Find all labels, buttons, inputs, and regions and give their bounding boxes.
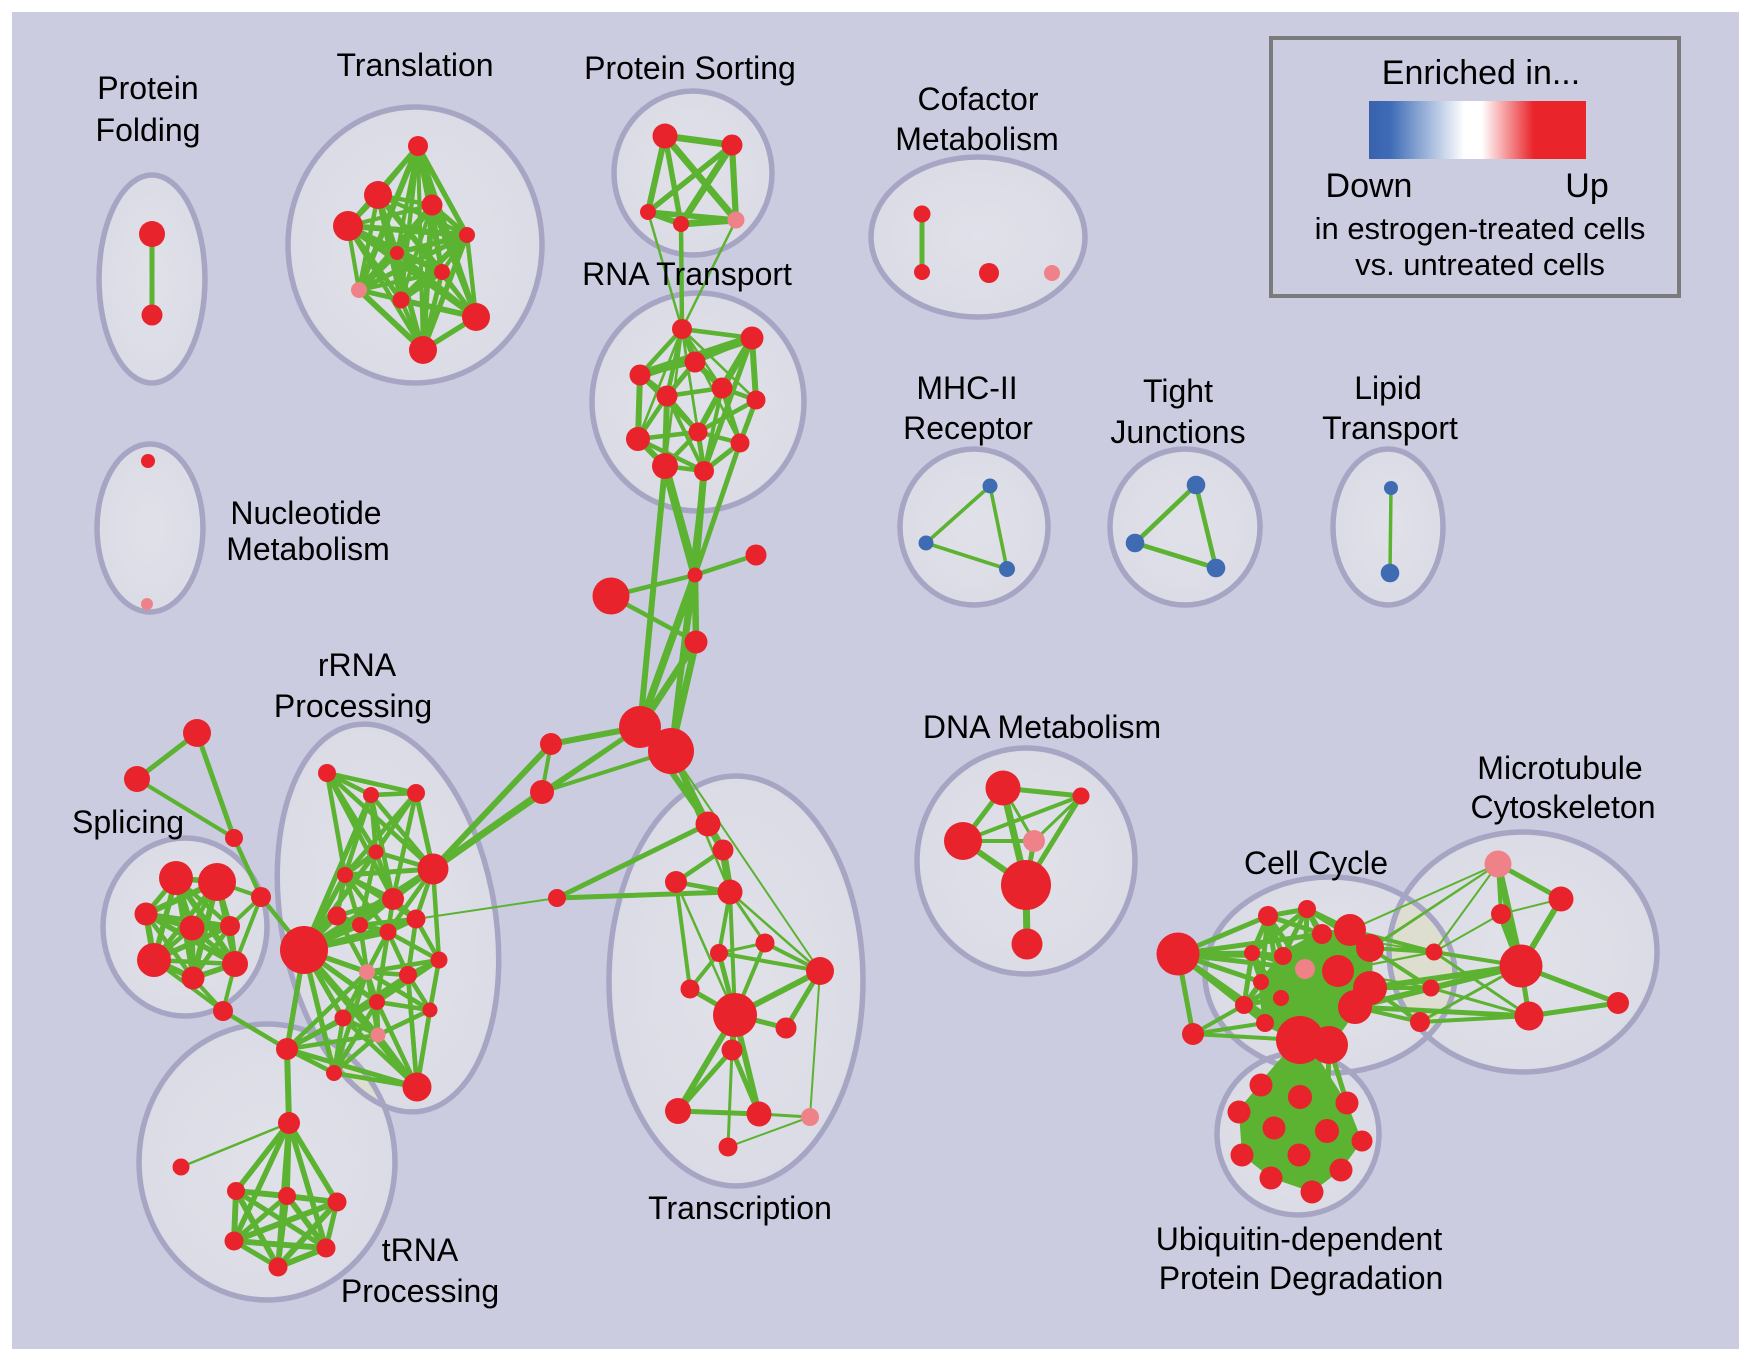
svg-text:Down: Down: [1326, 167, 1413, 205]
svg-text:vs. untreated cells: vs. untreated cells: [1355, 247, 1605, 282]
svg-text:Cytoskeleton: Cytoskeleton: [1471, 789, 1656, 825]
svg-text:Junctions: Junctions: [1110, 414, 1245, 450]
svg-text:Tight: Tight: [1143, 373, 1213, 409]
svg-text:Transport: Transport: [1322, 410, 1458, 446]
svg-text:rRNA: rRNA: [318, 647, 397, 683]
svg-text:MHC-II: MHC-II: [916, 370, 1017, 406]
svg-text:Up: Up: [1565, 167, 1608, 205]
svg-text:Enriched in...: Enriched in...: [1382, 54, 1580, 92]
svg-text:Lipid: Lipid: [1354, 370, 1422, 406]
svg-text:Processing: Processing: [341, 1273, 499, 1309]
svg-text:Protein Sorting: Protein Sorting: [584, 50, 796, 86]
svg-text:DNA Metabolism: DNA Metabolism: [923, 709, 1161, 745]
svg-text:Transcription: Transcription: [648, 1190, 832, 1226]
svg-text:Receptor: Receptor: [903, 410, 1033, 446]
svg-text:Metabolism: Metabolism: [895, 121, 1059, 157]
svg-text:Nucleotide: Nucleotide: [230, 495, 381, 531]
svg-text:Processing: Processing: [274, 688, 432, 724]
svg-text:Cell Cycle: Cell Cycle: [1244, 845, 1388, 881]
svg-text:Microtubule: Microtubule: [1477, 750, 1642, 786]
svg-text:Folding: Folding: [96, 112, 201, 148]
svg-text:Cofactor: Cofactor: [918, 81, 1039, 117]
svg-text:Protein: Protein: [97, 70, 198, 106]
svg-text:RNA Transport: RNA Transport: [582, 256, 792, 292]
svg-text:Metabolism: Metabolism: [226, 531, 390, 567]
svg-text:Translation: Translation: [336, 47, 493, 83]
svg-text:Protein Degradation: Protein Degradation: [1159, 1260, 1444, 1296]
svg-text:Splicing: Splicing: [72, 804, 184, 840]
svg-text:Ubiquitin-dependent: Ubiquitin-dependent: [1156, 1221, 1443, 1257]
svg-text:tRNA: tRNA: [382, 1232, 459, 1268]
svg-text:in estrogen-treated cells: in estrogen-treated cells: [1315, 211, 1646, 246]
